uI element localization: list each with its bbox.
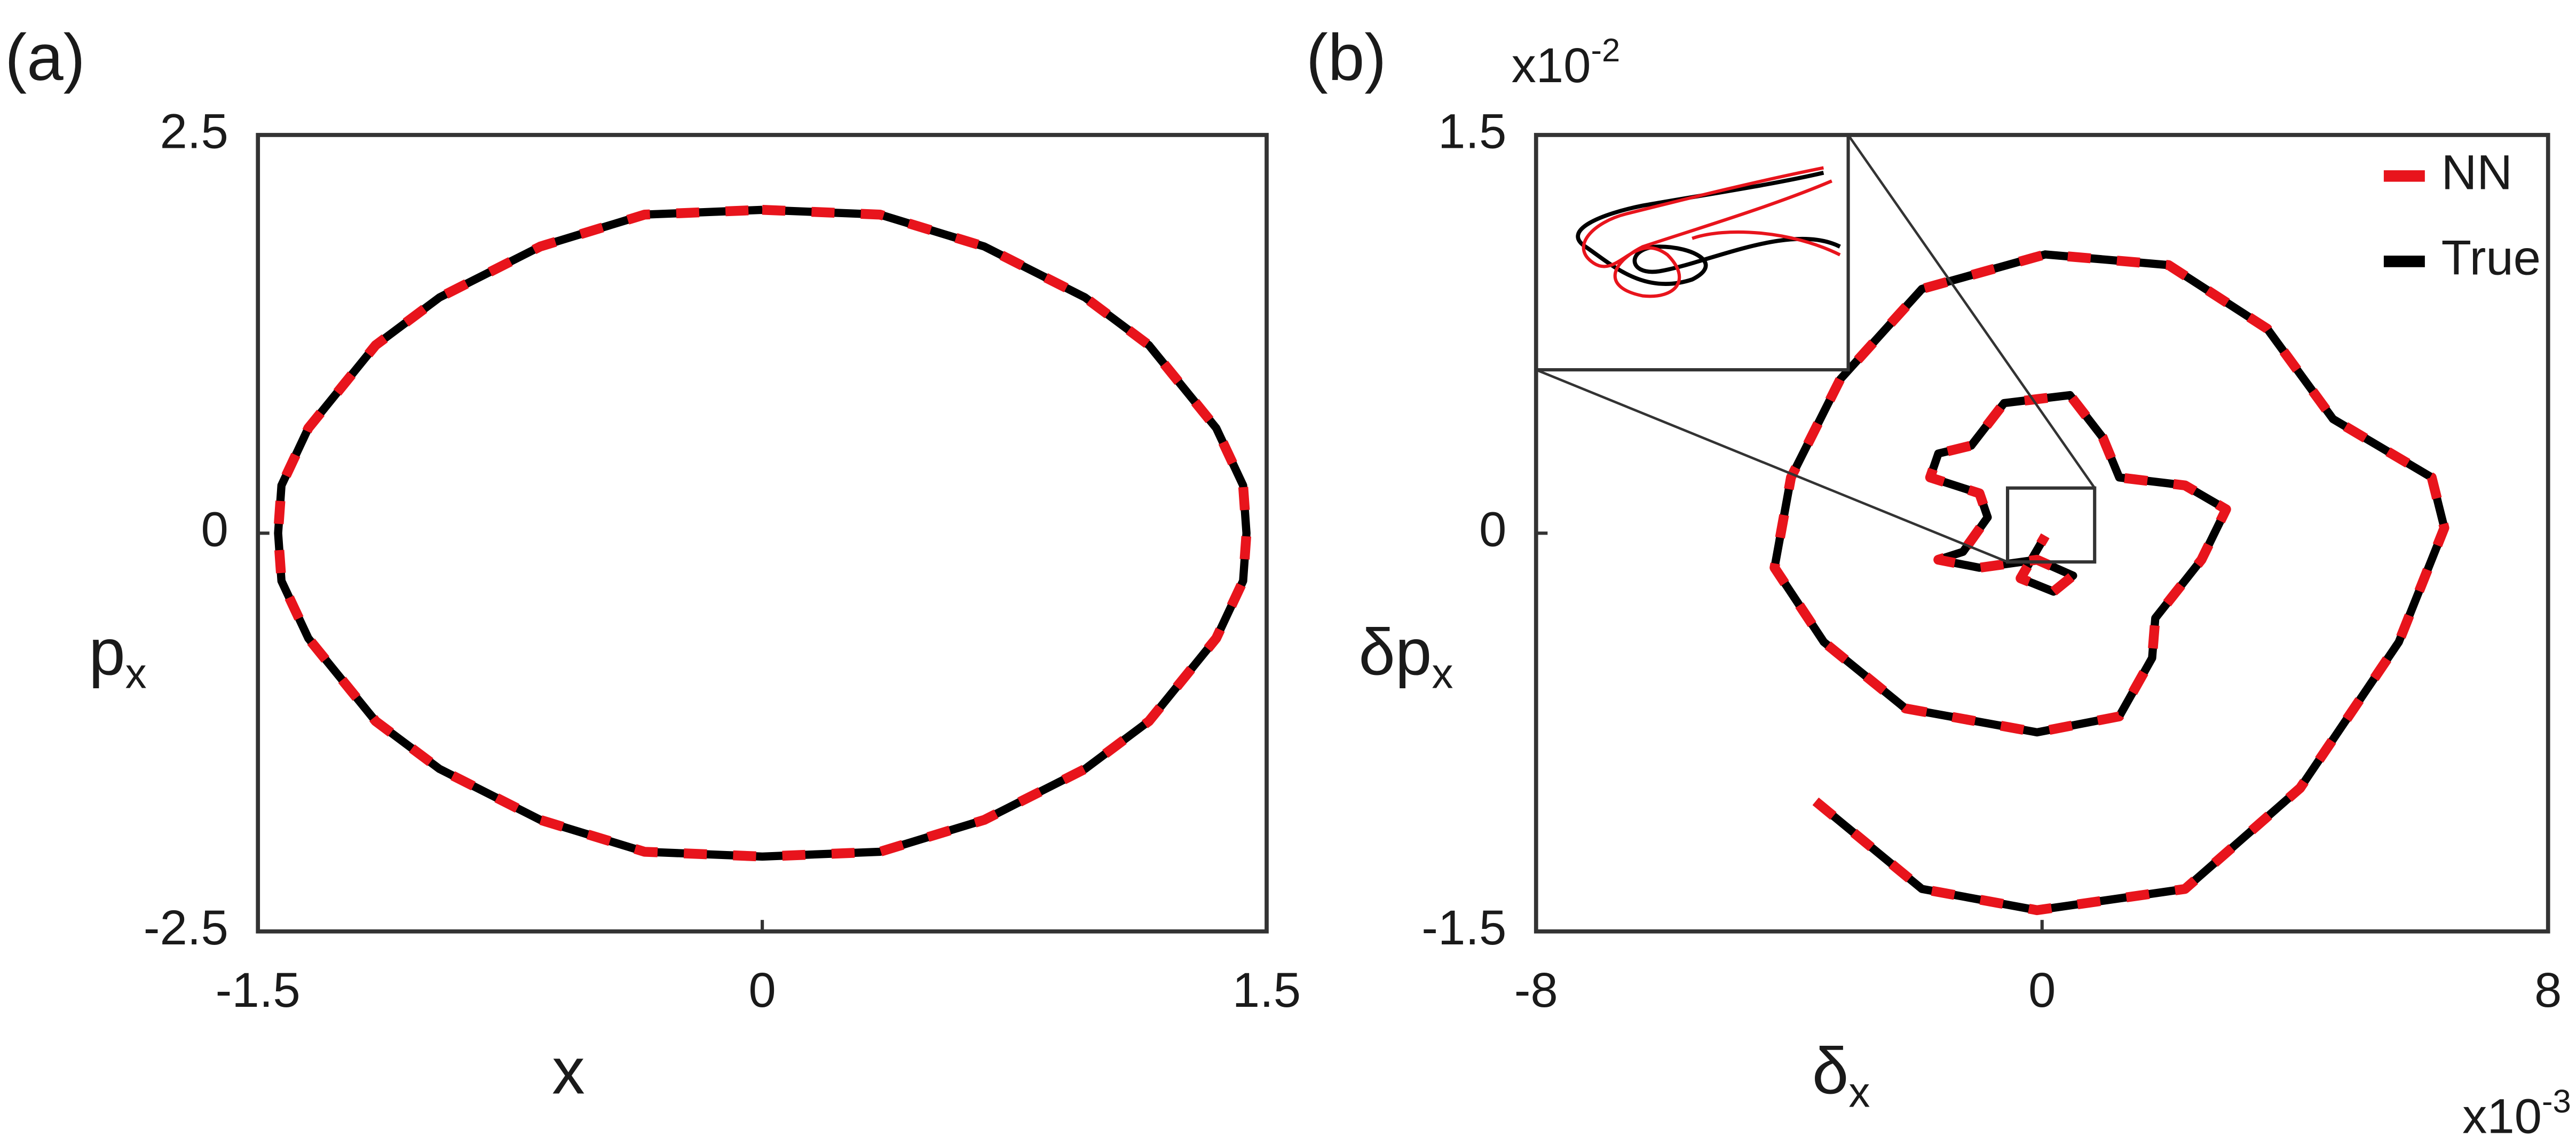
x-axis-label-main: x [552,1035,585,1108]
y-tick-label: -1.5 [1421,900,1506,955]
multiplier-exponent: -3 [2542,1083,2571,1120]
y-tick-label: 0 [201,502,228,557]
y-tick-label: 0 [1479,502,1506,557]
x-axis-label-sub: x [1848,1069,1870,1116]
x-axis-label: x [552,1035,585,1108]
axes-frame [256,133,1269,934]
x-tick-label: -1.5 [216,962,301,1017]
multiplier-base: x10 [2462,1088,2542,1137]
y-tick-label: 1.5 [1438,103,1506,158]
y-axis-label-sub: x [1432,650,1453,697]
panel-label: (b) [1306,21,1386,94]
y-axis-label-sub: x [125,650,147,697]
y-axis-label: δpx [1358,616,1453,697]
inset [1534,133,2097,564]
multiplier-exponent: -2 [1591,32,1620,69]
x-axis-label: δx [1812,1035,1870,1116]
x-tick-label: 0 [2028,962,2056,1017]
x-tick-label: 1.5 [1232,962,1301,1017]
zoom-connector [1847,134,2096,489]
x-axis-label-main: δ [1812,1035,1849,1108]
x-tick-label: 8 [2534,962,2562,1017]
y-tick-label: -2.5 [144,900,228,955]
series-line [1769,249,2449,916]
legend-label: NN [2441,144,2512,200]
y-axis-label-main: δp [1358,616,1432,689]
panel-label: (a) [5,21,85,94]
x-multiplier: x10-3 [2462,1083,2571,1137]
y-axis-label-main: p [89,616,125,689]
y-multiplier: x10-2 [1512,32,1621,93]
multiplier-base: x10 [1512,37,1591,93]
x-tick-label: 0 [748,962,776,1017]
series-line [274,205,1251,861]
zoom-connector [1535,368,2008,563]
legend-label: True [2441,229,2541,285]
inset-curve [1576,171,1841,287]
x-tick-label: -8 [1514,962,1558,1017]
inset-curve [1582,166,1841,298]
y-tick-label: 2.5 [160,103,228,158]
series-line [1770,250,2449,915]
zoom-box [2006,486,2097,564]
y-axis-label: px [89,616,146,697]
